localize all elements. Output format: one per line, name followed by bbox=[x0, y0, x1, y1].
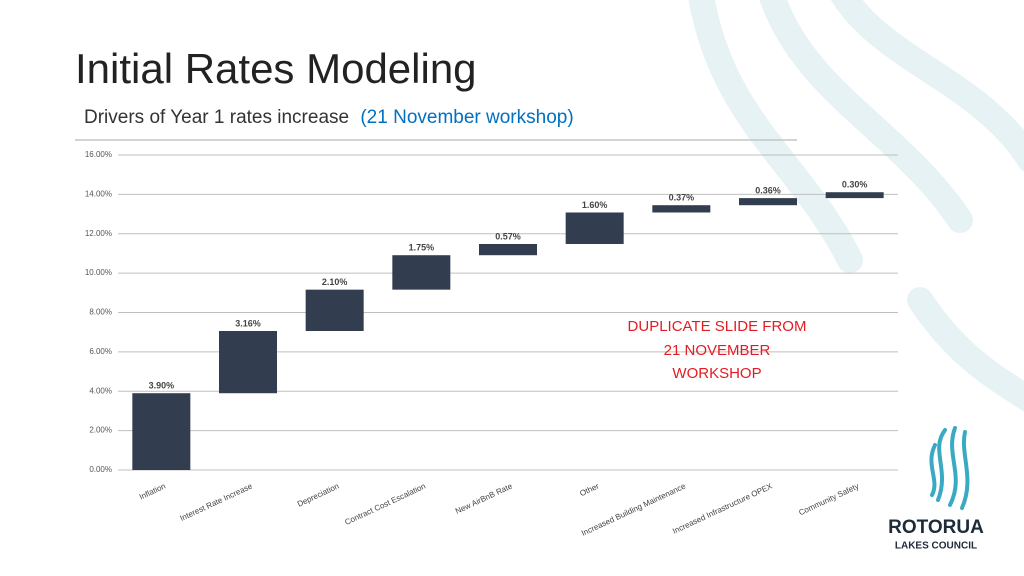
bar bbox=[739, 198, 797, 206]
logo-subname: LAKES COUNCIL bbox=[895, 541, 977, 552]
y-tick-label: 8.00% bbox=[89, 308, 112, 317]
subtitle-highlight: (21 November workshop) bbox=[360, 107, 573, 128]
x-tick-label: Depreciation bbox=[296, 482, 341, 509]
data-label: 0.37% bbox=[669, 193, 695, 203]
bar bbox=[565, 212, 624, 244]
logo: ROTORUA LAKES COUNCIL bbox=[888, 426, 984, 552]
y-tick-label: 16.00% bbox=[85, 150, 112, 159]
logo-mark bbox=[929, 426, 970, 510]
annotation-line: WORKSHOP bbox=[672, 365, 761, 382]
x-tick-label: Community Safety bbox=[797, 482, 860, 518]
data-label: 2.10% bbox=[322, 277, 348, 287]
y-tick-label: 10.00% bbox=[85, 268, 112, 277]
title: Initial Rates Modeling bbox=[75, 45, 477, 92]
annotation-line: DUPLICATE SLIDE FROM bbox=[628, 318, 807, 335]
subtitle: Drivers of Year 1 rates increase (21 Nov… bbox=[84, 107, 574, 128]
background-decoration bbox=[688, 0, 1024, 412]
data-label: 1.75% bbox=[409, 243, 435, 253]
bar bbox=[132, 393, 191, 470]
y-tick-label: 0.00% bbox=[89, 465, 112, 474]
subtitle-main: Drivers of Year 1 rates increase bbox=[84, 107, 349, 128]
bar bbox=[219, 331, 277, 394]
data-label: 3.90% bbox=[149, 381, 175, 391]
annotation: DUPLICATE SLIDE FROM 21 NOVEMBER WORKSHO… bbox=[628, 318, 807, 382]
y-tick-label: 14.00% bbox=[85, 189, 112, 198]
logo-name: ROTORUA bbox=[888, 517, 984, 538]
data-label: 0.36% bbox=[755, 185, 781, 195]
data-label: 0.30% bbox=[842, 180, 868, 190]
x-tick-label: Inflation bbox=[138, 482, 167, 502]
y-tick-label: 12.00% bbox=[85, 229, 112, 238]
y-tick-label: 2.00% bbox=[89, 426, 112, 435]
bar bbox=[305, 289, 364, 332]
annotation-line: 21 NOVEMBER bbox=[664, 342, 771, 359]
data-label: 0.57% bbox=[495, 231, 521, 241]
data-label: 3.16% bbox=[235, 318, 261, 328]
x-tick-label: Contract Cost Escalation bbox=[343, 482, 427, 527]
bar bbox=[825, 192, 884, 199]
x-tick-label: Interest Rate Increase bbox=[179, 481, 255, 523]
bar bbox=[392, 255, 451, 290]
data-label: 1.60% bbox=[582, 200, 608, 210]
x-tick-label: Other bbox=[578, 481, 600, 498]
y-tick-label: 6.00% bbox=[89, 347, 112, 356]
x-tick-label: New AirBnB Rate bbox=[454, 481, 514, 516]
bar bbox=[652, 205, 711, 213]
plot-area: 0.00% 2.00% 4.00% 6.00% 8.00% 10.00% 12.00% 14.… bbox=[85, 150, 898, 538]
y-tick-label: 4.00% bbox=[89, 386, 112, 395]
bar bbox=[479, 243, 537, 256]
